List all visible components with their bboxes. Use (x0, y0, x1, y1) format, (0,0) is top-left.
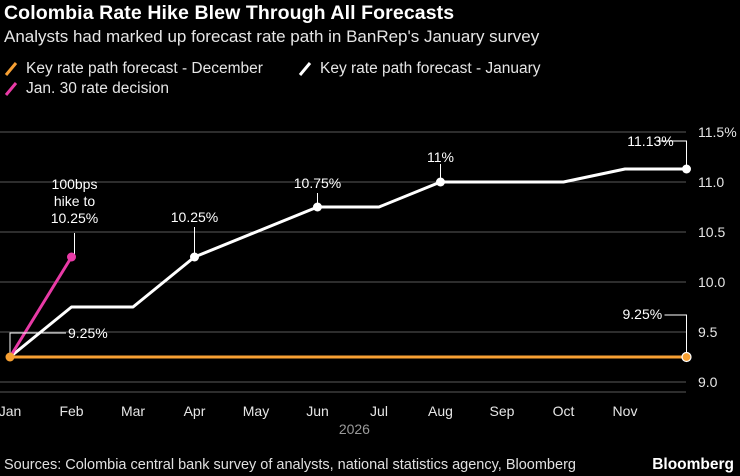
data-label: 11% (427, 149, 454, 165)
y-tick-label: 11.5% (698, 124, 737, 140)
data-point-december-end (681, 351, 692, 363)
chart-title: Colombia Rate Hike Blew Through All Fore… (4, 2, 455, 24)
data-point-start (5, 352, 15, 362)
x-tick-label: Oct (553, 403, 575, 419)
x-tick-label: Apr (184, 403, 206, 419)
data-point (436, 177, 445, 187)
x-tick-label: Aug (428, 403, 453, 419)
x-axis-title: 2026 (339, 421, 370, 437)
x-tick-label: Jan (0, 403, 21, 419)
y-tick-label: 9.0 (698, 374, 718, 390)
x-tick-label: Mar (121, 403, 145, 419)
x-tick-label: May (243, 403, 269, 419)
series-line-january (9, 167, 687, 359)
data-point (313, 202, 322, 212)
x-tick-label: Feb (59, 403, 83, 419)
data-label-start: 9.25% (68, 325, 108, 341)
y-tick-label: 10.5 (698, 224, 725, 240)
chart-subtitle: Analysts had marked up forecast rate pat… (4, 27, 540, 46)
callout-leader (9, 332, 66, 357)
hike-label-line3: 10.25% (51, 210, 98, 226)
legend-item-december: Key rate path forecast - December (4, 60, 263, 78)
callout-leader (658, 140, 687, 169)
x-tick-label: Jul (370, 403, 388, 419)
legend-slash-icon (4, 62, 18, 76)
data-point-rate-decision (67, 252, 76, 262)
legend-label: Key rate path forecast - December (26, 60, 263, 77)
legend-label: Key rate path forecast - January (320, 60, 541, 77)
legend-label: Jan. 30 rate decision (26, 80, 170, 97)
x-tick-label: Jun (306, 403, 329, 419)
x-tick-label: Sep (490, 403, 515, 419)
legend-slash-icon (298, 62, 312, 76)
callout-leader (664, 314, 687, 357)
series-line-rate-decision (8, 256, 73, 358)
legend-item-rate-decision: Jan. 30 rate decision (4, 80, 169, 98)
y-tick-label: 9.5 (698, 324, 718, 340)
source-note: Sources: Colombia central bank survey of… (4, 457, 576, 473)
data-label: 10.75% (294, 175, 341, 191)
legend-item-january: Key rate path forecast - January (298, 60, 541, 78)
data-label: 10.25% (171, 209, 218, 225)
legend-slash-icon (4, 82, 18, 96)
data-point (682, 164, 691, 174)
data-label-december-end: 9.25% (623, 306, 663, 322)
hike-label-line2: hike to (54, 193, 95, 209)
y-tick-label: 10.0 (698, 274, 725, 290)
data-label: 11.13% (627, 133, 673, 149)
data-point (190, 252, 199, 262)
y-tick-label: 11.0 (698, 174, 724, 190)
hike-label-line1: 100bps (52, 176, 98, 192)
x-tick-label: Nov (613, 403, 638, 419)
bloomberg-logo: Bloomberg (652, 456, 734, 473)
